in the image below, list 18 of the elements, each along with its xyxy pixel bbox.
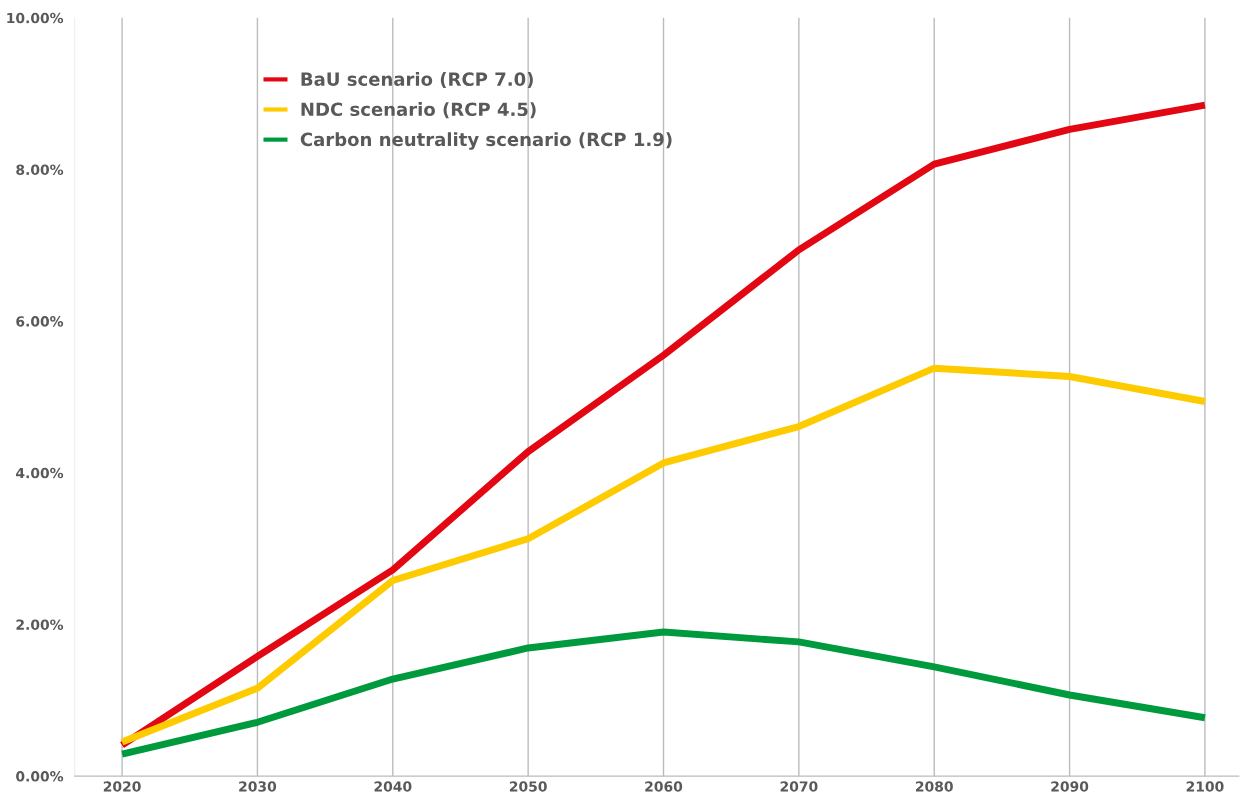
legend-label: BaU scenario (RCP 7.0) — [301, 72, 533, 89]
y-tick-label: 6.00% — [16, 316, 64, 327]
legend-label: NDC scenario (RCP 4.5) — [301, 102, 536, 119]
y-tick-label: 0.00% — [16, 771, 64, 782]
y-tick-label: 8.00% — [16, 164, 64, 175]
y-tick-label: 10.00% — [7, 12, 64, 24]
y-tick-label: 4.00% — [16, 467, 64, 479]
legend-label: Carbon neutrality scenario (RCP 1.9) — [300, 132, 672, 150]
x-tick-label: 2090 — [1051, 781, 1089, 792]
x-tick-label: 2080 — [915, 781, 953, 792]
x-tick-label: 2020 — [103, 781, 141, 792]
x-tick-label: 2070 — [780, 781, 818, 792]
x-tick-label: 2030 — [239, 781, 277, 792]
x-tick-label: 2040 — [374, 781, 412, 792]
x-tick-label: 2060 — [645, 781, 683, 792]
y-tick-label: 2.00% — [16, 619, 64, 630]
x-tick-label: 2100 — [1186, 781, 1224, 792]
x-tick-label: 2050 — [509, 781, 547, 792]
